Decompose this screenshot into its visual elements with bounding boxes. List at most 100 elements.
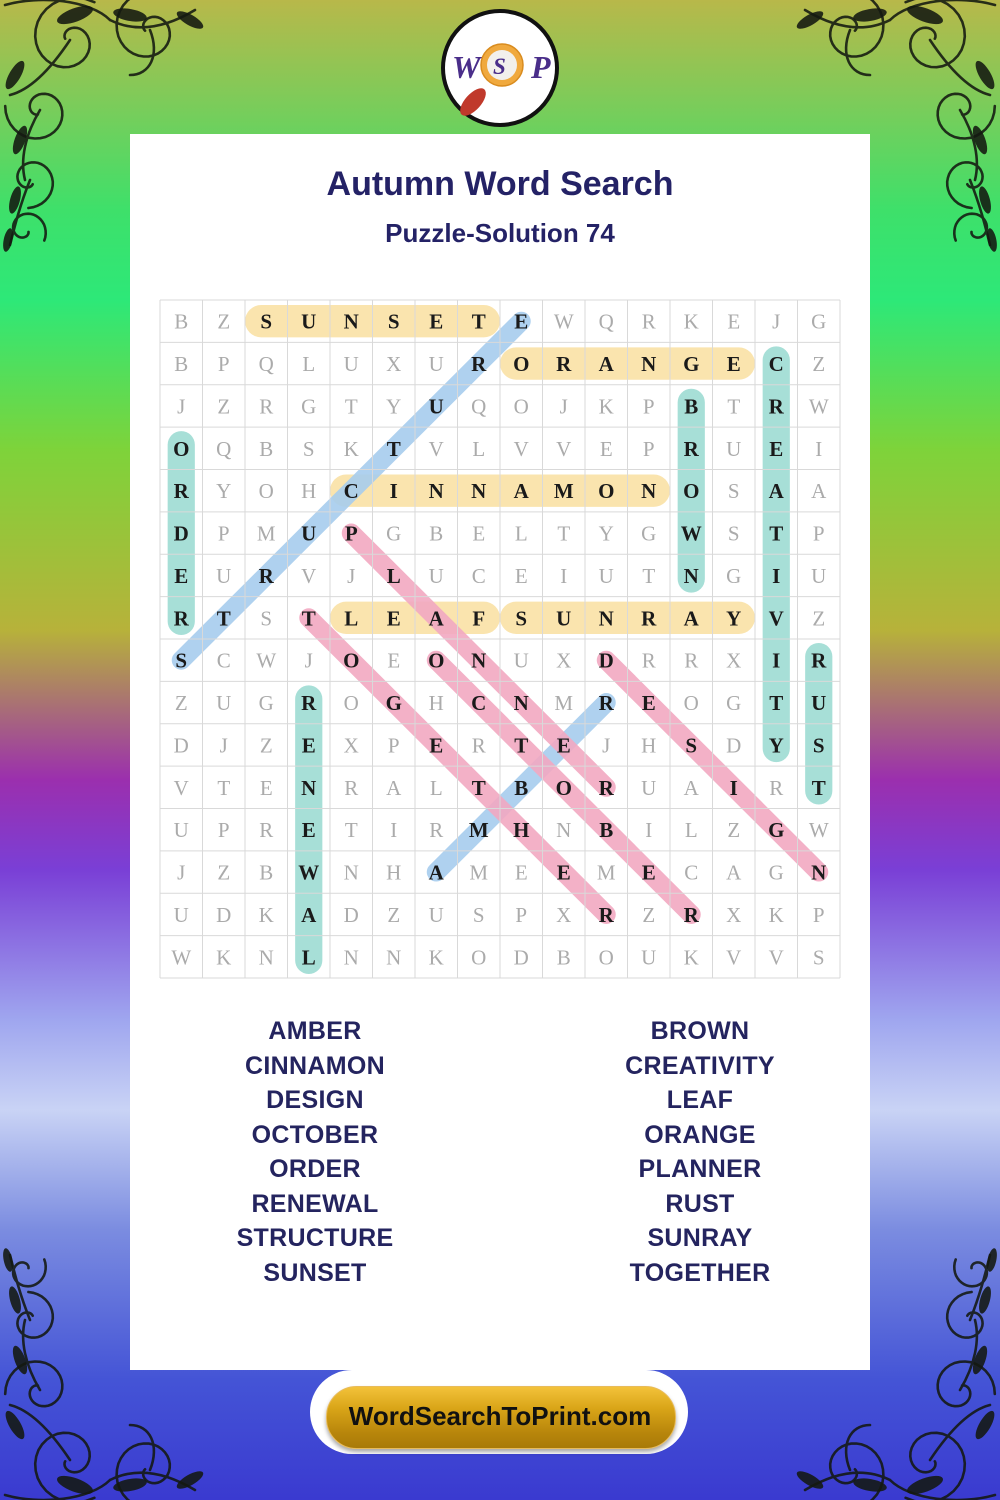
svg-text:A: A [301, 903, 317, 927]
svg-text:U: U [641, 945, 656, 969]
svg-text:R: R [642, 649, 656, 673]
svg-text:R: R [259, 818, 273, 842]
svg-text:R: R [301, 691, 317, 715]
svg-text:M: M [597, 861, 616, 885]
svg-text:V: V [514, 437, 529, 461]
svg-text:Y: Y [216, 479, 231, 503]
svg-text:E: E [727, 352, 741, 376]
svg-text:A: A [429, 606, 445, 630]
svg-text:T: T [345, 818, 358, 842]
svg-text:U: U [344, 352, 359, 376]
svg-text:B: B [259, 437, 273, 461]
svg-text:Y: Y [726, 606, 741, 630]
svg-text:W: W [256, 649, 276, 673]
svg-text:M: M [257, 522, 276, 546]
svg-text:U: U [641, 776, 656, 800]
svg-text:A: A [386, 776, 402, 800]
svg-text:L: L [430, 776, 443, 800]
svg-text:E: E [642, 861, 656, 885]
svg-text:K: K [429, 945, 444, 969]
svg-text:E: E [515, 564, 528, 588]
svg-text:U: U [429, 352, 444, 376]
svg-text:E: E [600, 437, 613, 461]
svg-text:N: N [471, 649, 486, 673]
svg-text:M: M [554, 479, 574, 503]
svg-text:T: T [769, 691, 783, 715]
svg-text:R: R [344, 776, 358, 800]
svg-text:V: V [174, 776, 189, 800]
svg-text:P: P [218, 522, 230, 546]
svg-text:U: U [811, 691, 826, 715]
svg-text:P: P [813, 903, 825, 927]
svg-text:E: E [174, 564, 188, 588]
svg-text:W: W [809, 394, 829, 418]
svg-text:O: O [684, 691, 699, 715]
svg-text:N: N [259, 945, 274, 969]
svg-text:B: B [429, 522, 443, 546]
svg-text:B: B [599, 818, 613, 842]
svg-text:E: E [557, 733, 571, 757]
svg-text:C: C [217, 649, 231, 673]
svg-text:J: J [220, 733, 228, 757]
svg-text:N: N [344, 861, 359, 885]
svg-text:J: J [305, 649, 313, 673]
svg-text:Z: Z [642, 903, 655, 927]
svg-text:T: T [812, 776, 826, 800]
svg-text:Z: Z [812, 606, 825, 630]
svg-text:O: O [556, 776, 572, 800]
svg-text:Z: Z [812, 352, 825, 376]
svg-text:T: T [217, 606, 231, 630]
svg-text:R: R [599, 776, 615, 800]
svg-text:I: I [390, 818, 397, 842]
svg-text:B: B [514, 776, 528, 800]
svg-text:A: A [769, 479, 785, 503]
svg-text:W: W [554, 310, 574, 334]
svg-text:A: A [684, 606, 700, 630]
svg-text:R: R [174, 479, 190, 503]
svg-text:I: I [730, 776, 738, 800]
svg-text:C: C [471, 691, 486, 715]
svg-text:H: H [513, 818, 529, 842]
svg-text:S: S [260, 606, 272, 630]
svg-text:J: J [560, 394, 568, 418]
svg-text:T: T [472, 310, 486, 334]
svg-text:U: U [599, 564, 614, 588]
svg-text:I: I [390, 479, 398, 503]
svg-text:T: T [769, 522, 783, 546]
svg-text:N: N [684, 564, 699, 588]
svg-text:N: N [641, 352, 656, 376]
svg-text:K: K [216, 945, 231, 969]
svg-text:T: T [557, 522, 570, 546]
svg-text:S: S [728, 522, 740, 546]
svg-text:R: R [641, 606, 657, 630]
svg-text:D: D [514, 945, 529, 969]
svg-text:D: D [216, 903, 231, 927]
svg-text:G: G [769, 861, 784, 885]
svg-text:L: L [472, 437, 485, 461]
svg-text:O: O [598, 479, 614, 503]
svg-text:Z: Z [260, 733, 273, 757]
svg-text:X: X [726, 649, 741, 673]
svg-text:T: T [302, 606, 316, 630]
svg-text:J: J [602, 733, 610, 757]
svg-text:N: N [514, 691, 529, 715]
svg-text:C: C [344, 479, 359, 503]
svg-text:P: P [388, 733, 400, 757]
svg-text:R: R [599, 903, 615, 927]
svg-text:E: E [514, 310, 528, 334]
svg-text:T: T [345, 394, 358, 418]
svg-text:Q: Q [259, 352, 274, 376]
svg-text:S: S [515, 606, 527, 630]
svg-text:R: R [599, 691, 615, 715]
svg-text:H: H [641, 733, 656, 757]
svg-text:U: U [556, 606, 571, 630]
svg-text:V: V [726, 945, 741, 969]
svg-text:E: E [769, 437, 783, 461]
svg-text:Y: Y [769, 733, 784, 757]
svg-text:R: R [174, 606, 190, 630]
svg-text:J: J [177, 861, 185, 885]
svg-text:A: A [429, 861, 445, 885]
svg-text:X: X [386, 352, 401, 376]
svg-text:R: R [429, 818, 443, 842]
svg-text:Z: Z [217, 861, 230, 885]
